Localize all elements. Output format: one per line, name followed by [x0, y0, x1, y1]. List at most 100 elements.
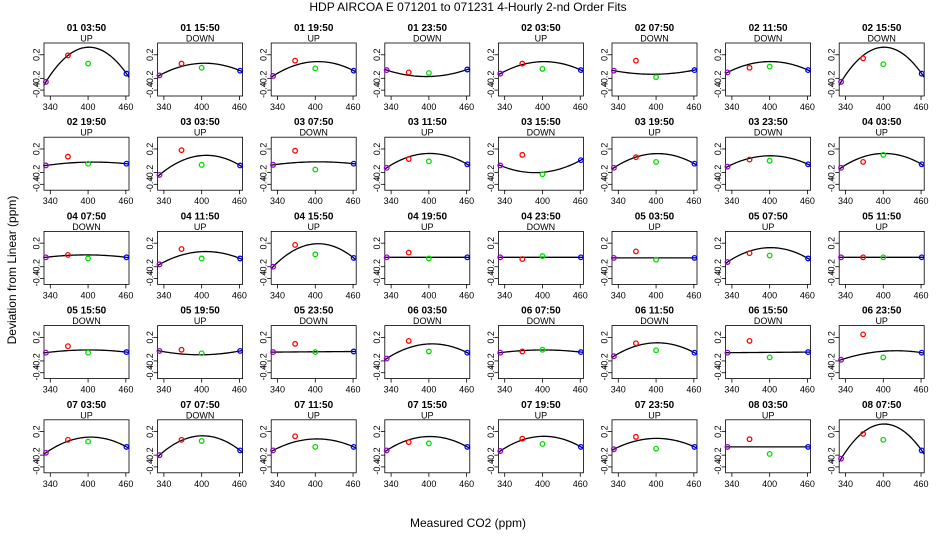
data-point: [123, 160, 130, 167]
y-tick-label: -0.4: [145, 365, 155, 381]
panel-direction: UP: [648, 222, 661, 232]
y-tick-label: 0.2: [827, 49, 837, 62]
y-tick-label: -0.4: [599, 177, 609, 193]
data-point: [724, 259, 731, 265]
panel-title: 04 23:50: [521, 211, 561, 222]
data-point: [85, 255, 92, 262]
x-tick-label: 400: [762, 479, 777, 489]
fit-curve: [384, 435, 471, 453]
y-tick-label: -0.4: [486, 271, 496, 287]
y-tick-label: -0.2: [31, 71, 41, 87]
panel-direction: DOWN: [413, 34, 442, 44]
data-point: [880, 354, 887, 361]
x-tick-label: 460: [459, 479, 474, 489]
data-point: [237, 162, 244, 169]
fit-curve: [157, 250, 243, 267]
data-point: [610, 446, 617, 453]
x-tick-label: 340: [156, 102, 171, 112]
x-tick-label: 460: [914, 479, 929, 489]
data-point: [292, 340, 299, 347]
y-tick-label: -0.2: [145, 353, 155, 369]
x-tick-label: 460: [914, 385, 929, 395]
y-tick-label: 0.2: [145, 331, 155, 344]
panel-frame: [725, 136, 811, 191]
x-tick-label: 400: [81, 479, 96, 489]
panel-title: 07 19:50: [521, 400, 561, 411]
y-tick-label: -0.2: [827, 165, 837, 181]
fit-curve: [611, 68, 698, 75]
x-tick-label: 340: [838, 102, 853, 112]
data-point: [123, 349, 130, 356]
data-point: [724, 69, 731, 76]
panel-direction: DOWN: [754, 316, 783, 326]
y-tick-label: -0.2: [372, 165, 382, 181]
x-tick-label: 460: [118, 290, 133, 300]
x-tick-label: 400: [649, 385, 664, 395]
data-point: [42, 449, 49, 456]
y-tick-label: -0.2: [486, 447, 496, 463]
panel-title: 02 11:50: [749, 23, 788, 34]
x-tick-label: 460: [686, 196, 701, 206]
panel-title: 04 15:50: [294, 211, 334, 222]
data-point: [860, 430, 867, 437]
fit-curve: [157, 435, 244, 458]
data-point: [519, 435, 526, 442]
y-axis-label: Deviation from Linear (ppm): [5, 195, 19, 345]
data-point: [383, 355, 390, 362]
panel-title: 03 03:50: [180, 117, 220, 128]
data-point: [425, 158, 432, 165]
data-point: [198, 161, 205, 168]
panel-direction: UP: [648, 128, 661, 138]
y-tick-label: 0.2: [713, 425, 723, 438]
data-point: [766, 451, 773, 457]
y-tick-label: -0.2: [713, 71, 723, 87]
x-tick-label: 400: [876, 102, 891, 112]
panel-frame: [43, 42, 130, 97]
y-tick-label: 0.2: [599, 143, 609, 156]
y-tick-label: -0.4: [145, 271, 155, 287]
data-point: [860, 331, 867, 338]
x-tick-label: 340: [43, 385, 58, 395]
panel-direction: DOWN: [299, 316, 328, 326]
y-tick-label: -0.4: [372, 177, 382, 193]
data-point: [653, 445, 660, 452]
panel-title: 03 23:50: [748, 117, 788, 128]
data-point: [766, 252, 773, 259]
data-point: [123, 443, 130, 450]
data-point: [42, 162, 49, 169]
fit-curve: [43, 46, 130, 86]
x-tick-label: 400: [194, 102, 209, 112]
data-point: [838, 455, 845, 462]
y-tick-label: 0.2: [372, 237, 382, 250]
panel-direction: DOWN: [527, 222, 556, 232]
y-tick-label: -0.4: [31, 177, 41, 193]
x-tick-label: 400: [876, 290, 891, 300]
x-tick-label: 400: [194, 385, 209, 395]
x-tick-label: 400: [81, 385, 96, 395]
data-point: [198, 64, 205, 71]
y-tick-label: -0.2: [599, 447, 609, 463]
panel-title: 05 23:50: [294, 306, 334, 317]
y-tick-label: -0.4: [372, 271, 382, 287]
data-point: [156, 261, 163, 268]
y-tick-label: -0.2: [145, 259, 155, 275]
y-tick-label: -0.4: [599, 271, 609, 287]
x-tick-label: 460: [346, 102, 361, 112]
data-point: [860, 254, 867, 261]
panel-direction: DOWN: [640, 316, 669, 326]
data-point: [350, 254, 357, 261]
fit-curve: [611, 342, 698, 358]
x-tick-label: 460: [459, 196, 474, 206]
data-point: [350, 348, 357, 355]
data-point: [691, 160, 698, 167]
data-point: [312, 349, 319, 356]
x-tick-label: 400: [194, 196, 209, 206]
data-point: [577, 349, 584, 356]
data-point: [464, 66, 471, 73]
